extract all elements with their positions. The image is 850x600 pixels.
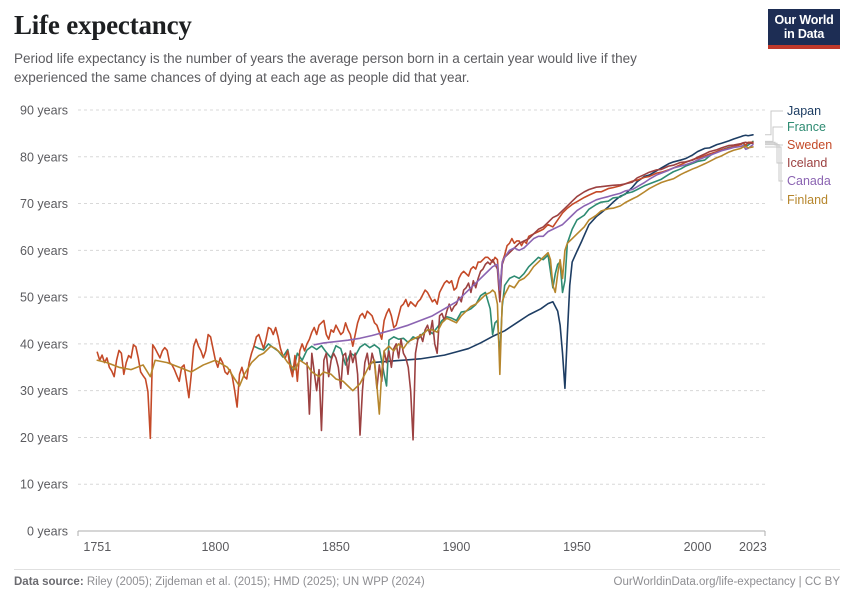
- legend-connector-japan: [765, 110, 783, 136]
- y-tick-label: 60 years: [20, 244, 68, 258]
- data-source-text: Riley (2005); Zijdeman et al. (2015); HM…: [86, 576, 425, 588]
- series-line-france[interactable]: [253, 140, 754, 387]
- data-series-lines[interactable]: [96, 133, 754, 441]
- legend-connector-sweden: [765, 141, 783, 146]
- series-line-japan[interactable]: [371, 133, 754, 390]
- x-tick-label: 1751: [83, 540, 111, 554]
- legend-label-france[interactable]: France: [787, 120, 826, 134]
- x-tick-label: 1900: [443, 540, 471, 554]
- x-tick-label: 2023: [739, 540, 767, 554]
- series-line-sweden[interactable]: [96, 141, 754, 440]
- y-tick-label: 80 years: [20, 150, 68, 164]
- series-line-finland[interactable]: [96, 145, 754, 415]
- legend-label-japan[interactable]: Japan: [787, 104, 821, 118]
- legend-connector-france: [765, 126, 783, 142]
- chart-header: Life expectancy Period life expectancy i…: [14, 10, 754, 87]
- y-tick-label: 10 years: [20, 478, 68, 492]
- x-axis-ticks: 1751 1800 1850 1900 1950 2000 2023: [83, 540, 767, 554]
- chart-subtitle: Period life expectancy is the number of …: [14, 51, 637, 86]
- legend-label-canada[interactable]: Canada: [787, 174, 831, 188]
- data-source: Data source: Riley (2005); Zijdeman et a…: [14, 576, 425, 588]
- x-tick-label: 1800: [201, 540, 229, 554]
- owid-logo[interactable]: Our World in Data: [768, 9, 840, 49]
- series-line-iceland[interactable]: [306, 141, 754, 441]
- x-tick-label: 1850: [322, 540, 350, 554]
- y-tick-label: 40 years: [20, 337, 68, 351]
- y-axis-ticks: 0 years 10 years 20 years 30 years 40 years 5…: [20, 104, 68, 539]
- legend-label-iceland[interactable]: Iceland: [787, 156, 827, 170]
- y-tick-label: 30 years: [20, 384, 68, 398]
- y-tick-label: 50 years: [20, 291, 68, 305]
- y-tick-label: 20 years: [20, 431, 68, 445]
- series-line-canada[interactable]: [313, 143, 754, 346]
- owid-logo-line1: Our World: [774, 13, 834, 27]
- legend-label-sweden[interactable]: Sweden: [787, 138, 832, 152]
- legend-connector-canada: [765, 144, 783, 182]
- data-source-label: Data source:: [14, 576, 84, 588]
- legend-label-finland[interactable]: Finland: [787, 193, 828, 207]
- legend-connector-finland: [765, 146, 783, 201]
- page-title: Life expectancy: [14, 10, 192, 40]
- attribution-link[interactable]: OurWorldinData.org/life-expectancy | CC …: [613, 576, 840, 588]
- x-tick-label: 1950: [563, 540, 591, 554]
- legend-connector-iceland: [765, 142, 783, 164]
- owid-logo-line2: in Data: [783, 26, 825, 41]
- grid-lines: [78, 109, 765, 485]
- x-axis: [77, 530, 766, 536]
- y-tick-label: 70 years: [20, 197, 68, 211]
- chart-footer: Data source: Riley (2005); Zijdeman et a…: [14, 569, 840, 591]
- x-tick-label: 2000: [684, 540, 712, 554]
- y-tick-label: 90 years: [20, 104, 68, 118]
- y-tick-label: 0 years: [27, 525, 68, 539]
- series-legend[interactable]: Japan France Sweden Iceland Canada Finland: [765, 104, 832, 207]
